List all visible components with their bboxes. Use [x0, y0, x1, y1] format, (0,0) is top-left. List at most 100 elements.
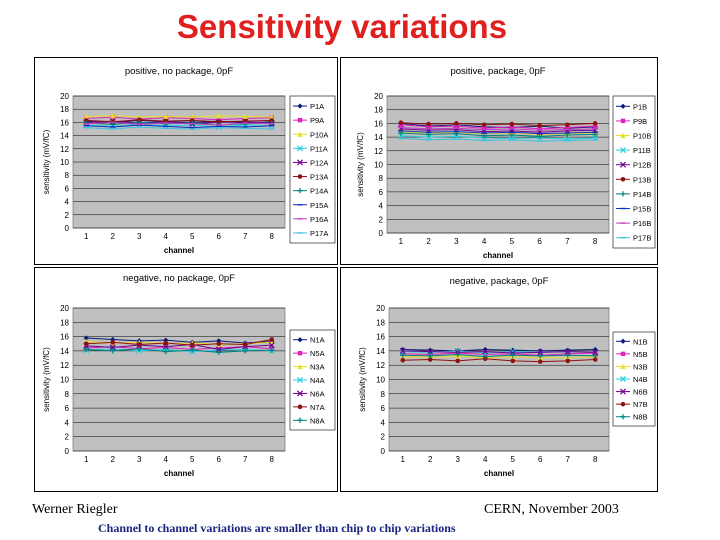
- x-axis-label: channel: [164, 246, 194, 255]
- legend-label: P15B: [633, 205, 651, 214]
- x-tick-label: 8: [270, 232, 275, 241]
- series-line: [400, 131, 596, 135]
- data-point: [136, 342, 142, 347]
- data-point: [162, 343, 169, 350]
- legend-item: N6A: [293, 389, 325, 398]
- legend-swatch-marker: [620, 401, 626, 407]
- data-point: [242, 118, 248, 124]
- data-point: [509, 132, 515, 138]
- legend-label: N4B: [633, 375, 648, 384]
- legend-item: P15A: [293, 201, 328, 210]
- data-point: [268, 342, 275, 349]
- x-axis-label: channel: [164, 469, 194, 478]
- data-point: [163, 118, 169, 124]
- chart-positive-no-package: positive, no package, 0pF024681012141618…: [42, 66, 336, 255]
- data-point: [83, 346, 89, 353]
- series-line: [402, 350, 596, 354]
- legend-label: P15A: [310, 201, 328, 210]
- legend-swatch-marker: [297, 404, 303, 410]
- data-point: [427, 353, 433, 359]
- y-tick-label: 2: [65, 211, 70, 220]
- data-point: [109, 344, 116, 351]
- y-tick-label: 8: [65, 171, 70, 180]
- legend: N1B N5B N3B N4B N6B N7B N8B: [612, 331, 656, 427]
- series-line: [86, 126, 272, 130]
- data-point: [400, 357, 406, 363]
- x-tick-label: 7: [566, 455, 571, 464]
- y-axis-label: sensitivity (mV/fC): [42, 347, 51, 412]
- y-tick-label: 8: [65, 390, 70, 399]
- x-axis-label: channel: [483, 251, 513, 260]
- series-line: [402, 353, 596, 358]
- chart-negative-no-package: negative, no package, 0pF024681012141618…: [42, 273, 336, 478]
- series-line: [86, 116, 272, 121]
- legend-item: N1A: [293, 336, 325, 345]
- series-P16B: [398, 126, 598, 131]
- data-point: [455, 358, 461, 364]
- data-point: [163, 340, 169, 346]
- y-tick-label: 10: [374, 161, 383, 170]
- chart-title: negative, no package, 0pF: [123, 273, 235, 284]
- legend-swatch-marker: [619, 375, 627, 383]
- series-N8B: [400, 351, 598, 360]
- legend-label: N1A: [310, 336, 325, 345]
- legend-label: N8B: [633, 413, 648, 422]
- series-P17B: [398, 137, 598, 142]
- data-point: [454, 123, 459, 129]
- y-tick-label: 16: [60, 333, 69, 342]
- data-point: [537, 123, 542, 128]
- data-point: [83, 335, 89, 341]
- data-point: [565, 358, 571, 364]
- y-tick-label: 2: [379, 215, 384, 224]
- legend-swatch-marker: [297, 350, 303, 356]
- x-tick-label: 7: [243, 455, 248, 464]
- legend-label: P13A: [310, 173, 328, 182]
- series-line: [86, 119, 272, 124]
- x-tick-label: 5: [511, 455, 516, 464]
- legend-swatch-marker: [620, 363, 626, 370]
- x-tick-label: 6: [217, 232, 222, 241]
- x-tick-label: 3: [454, 237, 459, 246]
- legend-item: P14B: [616, 190, 651, 199]
- data-point: [592, 123, 598, 129]
- data-point: [426, 124, 431, 130]
- data-point: [110, 348, 116, 354]
- y-tick-label: 10: [60, 158, 69, 167]
- data-point: [83, 113, 89, 120]
- x-tick-label: 1: [401, 455, 406, 464]
- data-point: [564, 348, 571, 355]
- legend-label: P16B: [633, 219, 651, 228]
- y-tick-label: 12: [60, 361, 69, 370]
- legend-label: N8A: [310, 416, 325, 425]
- x-tick-label: 4: [482, 237, 487, 246]
- y-tick-label: 12: [374, 147, 383, 156]
- data-point: [425, 134, 432, 141]
- legend-item: P13B: [616, 175, 651, 184]
- legend-item: P16B: [616, 219, 651, 228]
- x-tick-label: 7: [243, 232, 248, 241]
- legend-label: P14A: [310, 187, 328, 196]
- legend-item: N4B: [616, 375, 648, 384]
- y-tick-label: 18: [60, 105, 69, 114]
- legend-swatch-marker: [297, 103, 303, 109]
- legend-swatch-marker: [296, 390, 304, 397]
- series-line: [402, 358, 596, 363]
- legend-item: P10A: [293, 130, 328, 139]
- legend-swatch-marker: [619, 388, 627, 395]
- y-tick-label: 16: [376, 333, 385, 342]
- x-tick-label: 5: [190, 232, 195, 241]
- legend-label: P11A: [310, 144, 328, 153]
- series-P13B: [398, 120, 598, 128]
- y-tick-label: 6: [381, 404, 386, 413]
- legend-item: N8A: [293, 416, 325, 425]
- series-line: [400, 130, 596, 135]
- data-point: [216, 113, 222, 119]
- legend-swatch-marker: [296, 376, 304, 384]
- legend-swatch-marker: [620, 191, 626, 197]
- y-tick-label: 20: [374, 92, 383, 101]
- legend-item: P12B: [616, 161, 651, 170]
- series-line: [402, 348, 596, 352]
- legend-label: N5A: [310, 349, 325, 358]
- author-name: Werner Riegler: [32, 502, 118, 517]
- x-tick-label: 4: [483, 455, 488, 464]
